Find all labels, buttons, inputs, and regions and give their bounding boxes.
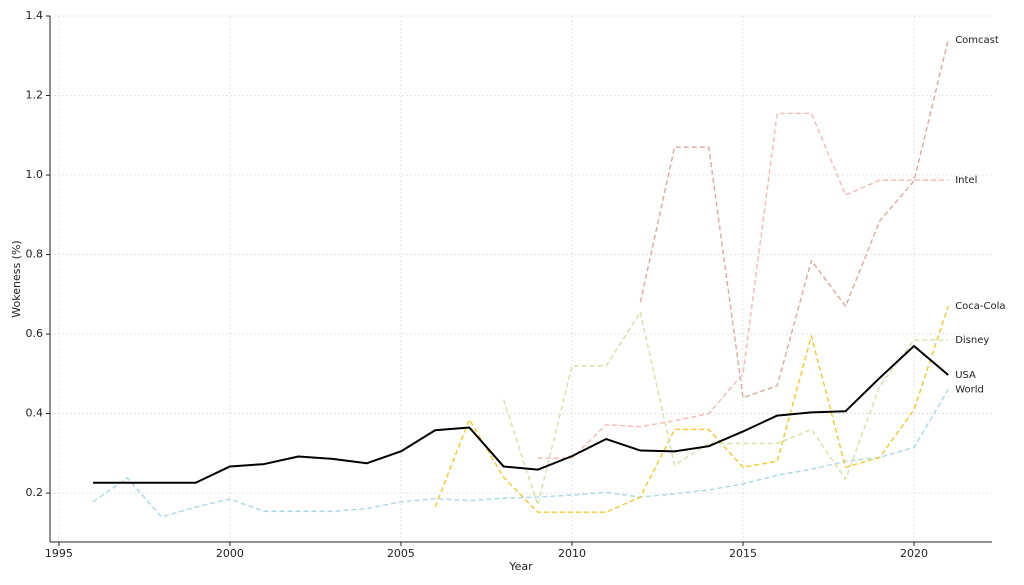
y-tick-label: 0.2 [26, 486, 44, 499]
x-tick-label: 2015 [729, 547, 757, 560]
line [92, 389, 949, 518]
line [93, 344, 949, 484]
y-tick-label: 0.8 [26, 248, 44, 261]
series-label: Disney [955, 335, 989, 346]
series-label: USA [955, 370, 976, 381]
series-label: Comcast [955, 35, 999, 46]
y-tick-label: 1.0 [26, 168, 44, 181]
x-tick-label: 2020 [900, 547, 928, 560]
y-tick-label: 0.4 [26, 407, 44, 420]
y-tick-label: 1.2 [26, 89, 44, 102]
y-axis-label: Wokeness (%) [10, 240, 23, 317]
line [537, 112, 949, 459]
series-label: Intel [955, 175, 977, 186]
series-label: Coca-Cola [955, 301, 1005, 312]
y-tick-label: 1.4 [26, 9, 44, 22]
x-tick-label: 1995 [45, 547, 73, 560]
x-tick-label: 2000 [216, 547, 244, 560]
line [502, 311, 949, 506]
line [639, 39, 949, 399]
series-label: World [955, 385, 984, 396]
line [434, 306, 949, 513]
x-tick-label: 2010 [558, 547, 586, 560]
x-tick-label: 2005 [387, 547, 415, 560]
y-tick-label: 0.6 [26, 327, 44, 340]
x-axis-label: Year [508, 560, 533, 573]
